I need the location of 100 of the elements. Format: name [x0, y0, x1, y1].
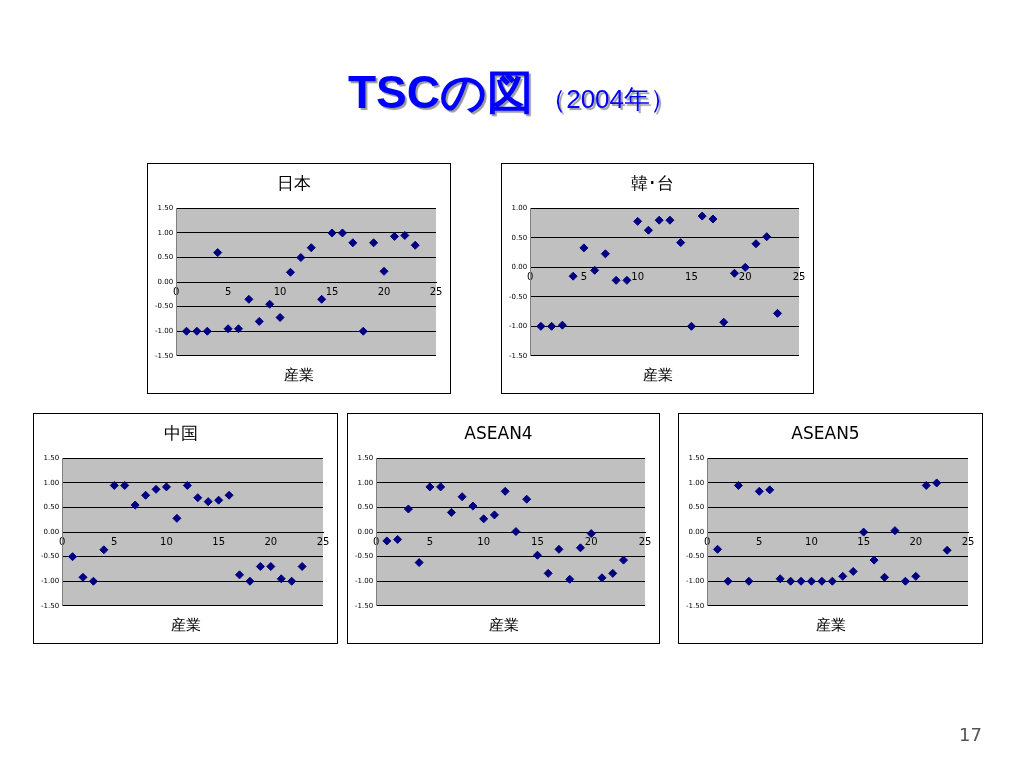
x-tick-label: 25 [316, 535, 330, 547]
point [436, 482, 446, 492]
x-axis-title: 産業 [283, 365, 315, 386]
point [575, 543, 585, 553]
point [643, 225, 653, 235]
point [235, 570, 245, 580]
point [880, 572, 890, 582]
x-tick-label: 15 [325, 285, 339, 297]
point [554, 544, 564, 554]
x-tick-label: 5 [756, 535, 763, 547]
point [213, 248, 223, 258]
point [255, 561, 265, 571]
x-tick-label: 20 [264, 535, 278, 547]
point [457, 492, 467, 502]
point [532, 550, 542, 560]
x-axis-title: 産業 [169, 615, 202, 636]
x-axis-title: 産業 [814, 615, 847, 636]
point [796, 576, 806, 586]
point [665, 215, 675, 225]
point [337, 228, 347, 238]
point [192, 326, 202, 336]
text: 17 [959, 724, 982, 745]
point [265, 299, 275, 309]
point [296, 253, 306, 263]
point [327, 228, 337, 238]
point [890, 526, 900, 536]
x-axis-title: 産業 [641, 365, 674, 386]
x-tick-label: 15 [531, 535, 544, 547]
x-tick-label: 15 [685, 270, 698, 282]
point [911, 571, 921, 581]
x-axis-title: 産業 [487, 615, 520, 636]
point [600, 249, 610, 259]
point [479, 514, 489, 524]
point [202, 326, 212, 336]
point [568, 271, 578, 281]
chart-title: 日本 [277, 172, 311, 193]
point [425, 482, 435, 492]
point [713, 544, 723, 554]
point [900, 576, 910, 586]
point [608, 568, 618, 578]
point [224, 490, 234, 500]
point [130, 500, 140, 510]
point [511, 527, 521, 537]
point [786, 576, 796, 586]
point [597, 573, 607, 583]
point [654, 215, 664, 225]
chart-title: ASEAN4 [464, 422, 533, 443]
x-tick-label: 15 [857, 535, 871, 547]
point [88, 576, 98, 586]
point [942, 545, 952, 555]
point [214, 495, 224, 505]
point [765, 485, 775, 495]
point [869, 555, 879, 565]
point [161, 482, 171, 492]
x-tick-label: 25 [429, 285, 443, 297]
point [932, 478, 942, 488]
point [348, 238, 358, 248]
point [203, 497, 213, 507]
point [775, 574, 785, 584]
point [921, 480, 931, 490]
point [754, 486, 764, 496]
point [547, 321, 557, 331]
point [543, 568, 553, 578]
point [244, 294, 254, 304]
point [141, 490, 151, 500]
point [358, 326, 368, 336]
point [468, 501, 478, 511]
point [297, 561, 307, 571]
text: （2004年） [539, 84, 677, 114]
point [489, 510, 499, 520]
point [182, 480, 192, 490]
point [611, 275, 621, 285]
text: TSCの図 [347, 66, 533, 118]
point [522, 494, 532, 504]
point [817, 576, 827, 586]
point [740, 262, 750, 272]
x-tick-label: 5 [111, 535, 118, 547]
point [78, 572, 88, 582]
point [306, 243, 316, 253]
point [500, 486, 510, 496]
point [723, 576, 733, 586]
point [389, 231, 399, 241]
x-tick-label: 15 [212, 535, 226, 547]
chart-title: 中国 [163, 422, 198, 443]
point [414, 558, 424, 568]
point [618, 555, 628, 565]
point [287, 576, 297, 586]
point [254, 316, 264, 326]
point [379, 266, 389, 276]
x-tick-label: 25 [638, 535, 652, 547]
x-tick-label: 20 [738, 270, 752, 282]
point [536, 321, 546, 331]
x-tick-label: 10 [160, 535, 173, 547]
point [686, 321, 696, 331]
x-tick-label: 10 [631, 270, 645, 282]
x-tick-label: 25 [961, 535, 975, 547]
x-tick-label: 5 [224, 285, 232, 297]
point [827, 576, 837, 586]
x-tick-label: 10 [805, 535, 818, 547]
point [751, 239, 761, 249]
